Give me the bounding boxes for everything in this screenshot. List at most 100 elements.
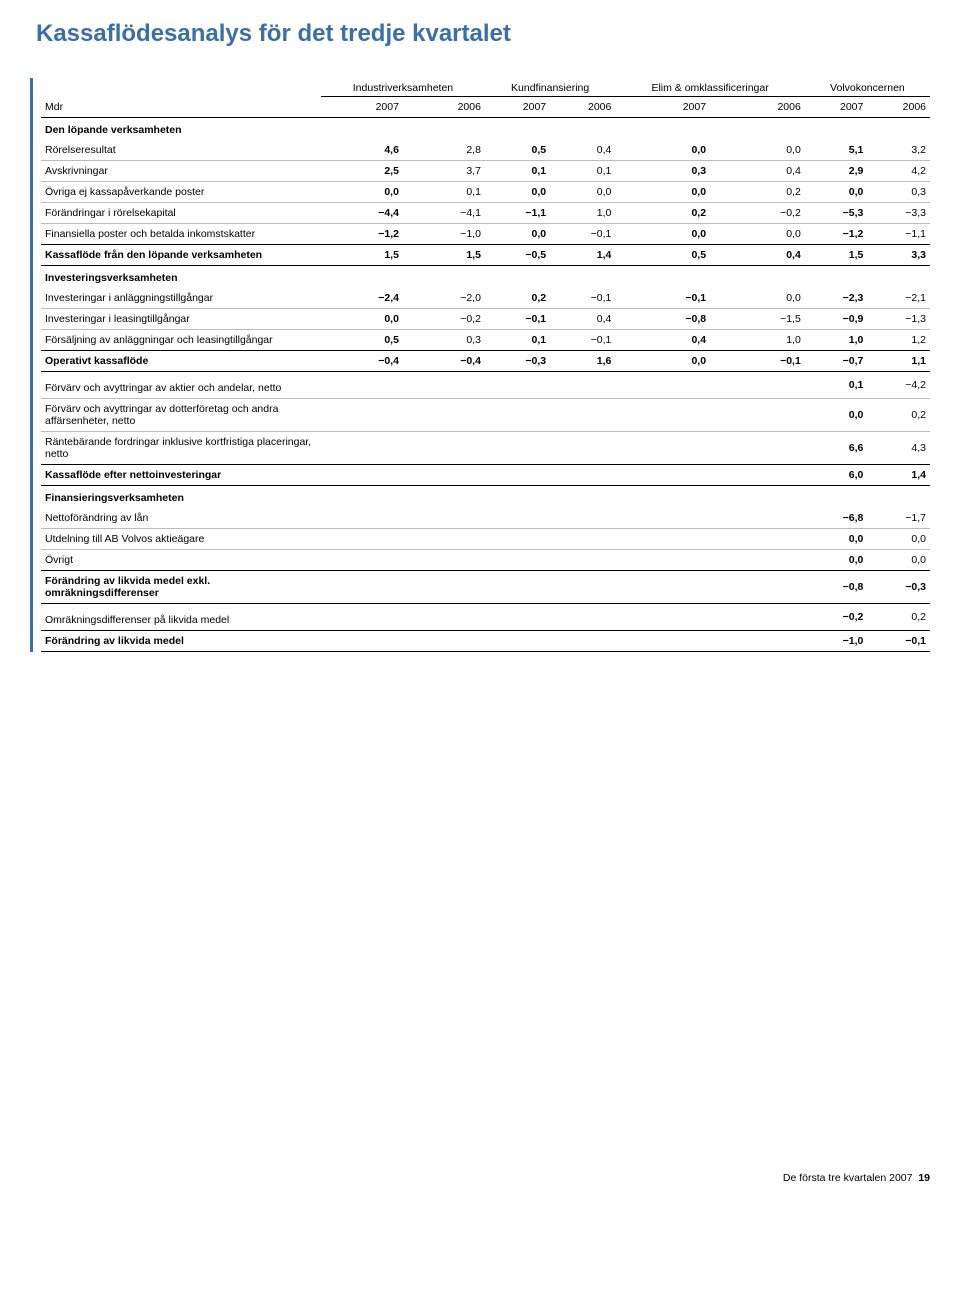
cell: 0,1	[550, 161, 615, 182]
cell: 0,0	[710, 288, 805, 309]
cell	[321, 604, 403, 631]
cell: 1,1	[867, 351, 930, 372]
cell: 0,2	[485, 288, 550, 309]
cell: 0,0	[615, 351, 710, 372]
cell: 4,6	[321, 140, 403, 161]
cell: 0,1	[805, 372, 868, 399]
cell: −0,1	[867, 631, 930, 652]
cell	[321, 399, 403, 432]
cell	[485, 432, 550, 465]
cell	[321, 571, 403, 604]
row-label: Försäljning av anläggningar och leasingt…	[41, 330, 321, 351]
table-row: Operativt kassaflöde−0,4−0,4−0,31,60,0−0…	[41, 351, 930, 372]
table-row: Investeringar i leasingtillgångar0,0−0,2…	[41, 309, 930, 330]
cell	[615, 465, 710, 486]
cell	[485, 372, 550, 399]
table-row: Investeringar i anläggningstillgångar−2,…	[41, 288, 930, 309]
cell	[615, 550, 710, 571]
cell	[550, 550, 615, 571]
cell: −1,0	[805, 631, 868, 652]
cell	[321, 508, 403, 529]
cell	[321, 372, 403, 399]
table-row: Rörelseresultat4,62,80,50,40,00,05,13,2	[41, 140, 930, 161]
table-row: Finansiella poster och betalda inkomstsk…	[41, 224, 930, 245]
cell: 1,0	[805, 330, 868, 351]
column-group-header: Industriverksamheten Kundfinansiering El…	[41, 78, 930, 97]
cell: 0,0	[805, 550, 868, 571]
cell	[321, 529, 403, 550]
cell	[321, 432, 403, 465]
group-volvo: Volvokoncernen	[805, 78, 930, 97]
cell	[615, 571, 710, 604]
cell	[615, 399, 710, 432]
cell	[403, 372, 485, 399]
table-row: Kassaflöde från den löpande verksamheten…	[41, 245, 930, 266]
cell: 6,6	[805, 432, 868, 465]
row-label: Kassaflöde från den löpande verksamheten	[41, 245, 321, 266]
table-row: Räntebärande fordringar inklusive kortfr…	[41, 432, 930, 465]
table-row: Förvärv och avyttringar av aktier och an…	[41, 372, 930, 399]
year-col: 2007	[485, 97, 550, 118]
cell: 1,0	[710, 330, 805, 351]
cell: −4,1	[403, 203, 485, 224]
section-label: Investeringsverksamheten	[41, 266, 930, 289]
cell: −1,2	[805, 224, 868, 245]
cell: −1,1	[485, 203, 550, 224]
year-col: 2006	[710, 97, 805, 118]
cell: 3,7	[403, 161, 485, 182]
cell: 0,0	[805, 399, 868, 432]
row-label: Övriga ej kassapåverkande poster	[41, 182, 321, 203]
cell: 0,0	[615, 140, 710, 161]
cell: −0,1	[615, 288, 710, 309]
section-label-row: Finansieringsverksamheten	[41, 486, 930, 509]
cell	[321, 550, 403, 571]
cell: 0,0	[867, 550, 930, 571]
table-row: Utdelning till AB Volvos aktieägare0,00,…	[41, 529, 930, 550]
table-row: Avskrivningar2,53,70,10,10,30,42,94,2	[41, 161, 930, 182]
cell: −1,2	[321, 224, 403, 245]
cell	[550, 508, 615, 529]
year-header: Mdr 2007 2006 2007 2006 2007 2006 2007 2…	[41, 97, 930, 118]
row-label: Nettoförändring av lån	[41, 508, 321, 529]
row-label: Avskrivningar	[41, 161, 321, 182]
cell: 0,2	[615, 203, 710, 224]
section-label-row: Investeringsverksamheten	[41, 266, 930, 289]
cell	[485, 631, 550, 652]
cell: −1,1	[867, 224, 930, 245]
cell: −0,1	[550, 224, 615, 245]
cell	[403, 550, 485, 571]
cell: 0,0	[805, 182, 868, 203]
cell	[550, 529, 615, 550]
cell	[485, 399, 550, 432]
cell	[710, 631, 805, 652]
cell	[710, 571, 805, 604]
cell: 3,2	[867, 140, 930, 161]
row-label: Förändring av likvida medel exkl. omräkn…	[41, 571, 321, 604]
cell: 6,0	[805, 465, 868, 486]
table-row: Omräkningsdifferenser på likvida medel−0…	[41, 604, 930, 631]
cashflow-table: Industriverksamheten Kundfinansiering El…	[41, 78, 930, 652]
cell	[550, 372, 615, 399]
cell: −4,2	[867, 372, 930, 399]
section-label: Finansieringsverksamheten	[41, 486, 930, 509]
cell: 2,8	[403, 140, 485, 161]
cell: 1,4	[867, 465, 930, 486]
cell: 0,2	[867, 604, 930, 631]
row-label: Räntebärande fordringar inklusive kortfr…	[41, 432, 321, 465]
group-industry: Industriverksamheten	[321, 78, 485, 97]
row-label: Förändring av likvida medel	[41, 631, 321, 652]
cell: 0,3	[615, 161, 710, 182]
cell: 0,1	[485, 161, 550, 182]
cell: −1,3	[867, 309, 930, 330]
cell	[550, 631, 615, 652]
cell: −0,9	[805, 309, 868, 330]
cell	[403, 571, 485, 604]
row-label: Kassaflöde efter nettoinvesteringar	[41, 465, 321, 486]
cell	[403, 631, 485, 652]
cell: 0,1	[403, 182, 485, 203]
cell	[485, 550, 550, 571]
year-col: 2007	[615, 97, 710, 118]
cell	[485, 571, 550, 604]
cell: −0,4	[321, 351, 403, 372]
cell: 1,5	[403, 245, 485, 266]
